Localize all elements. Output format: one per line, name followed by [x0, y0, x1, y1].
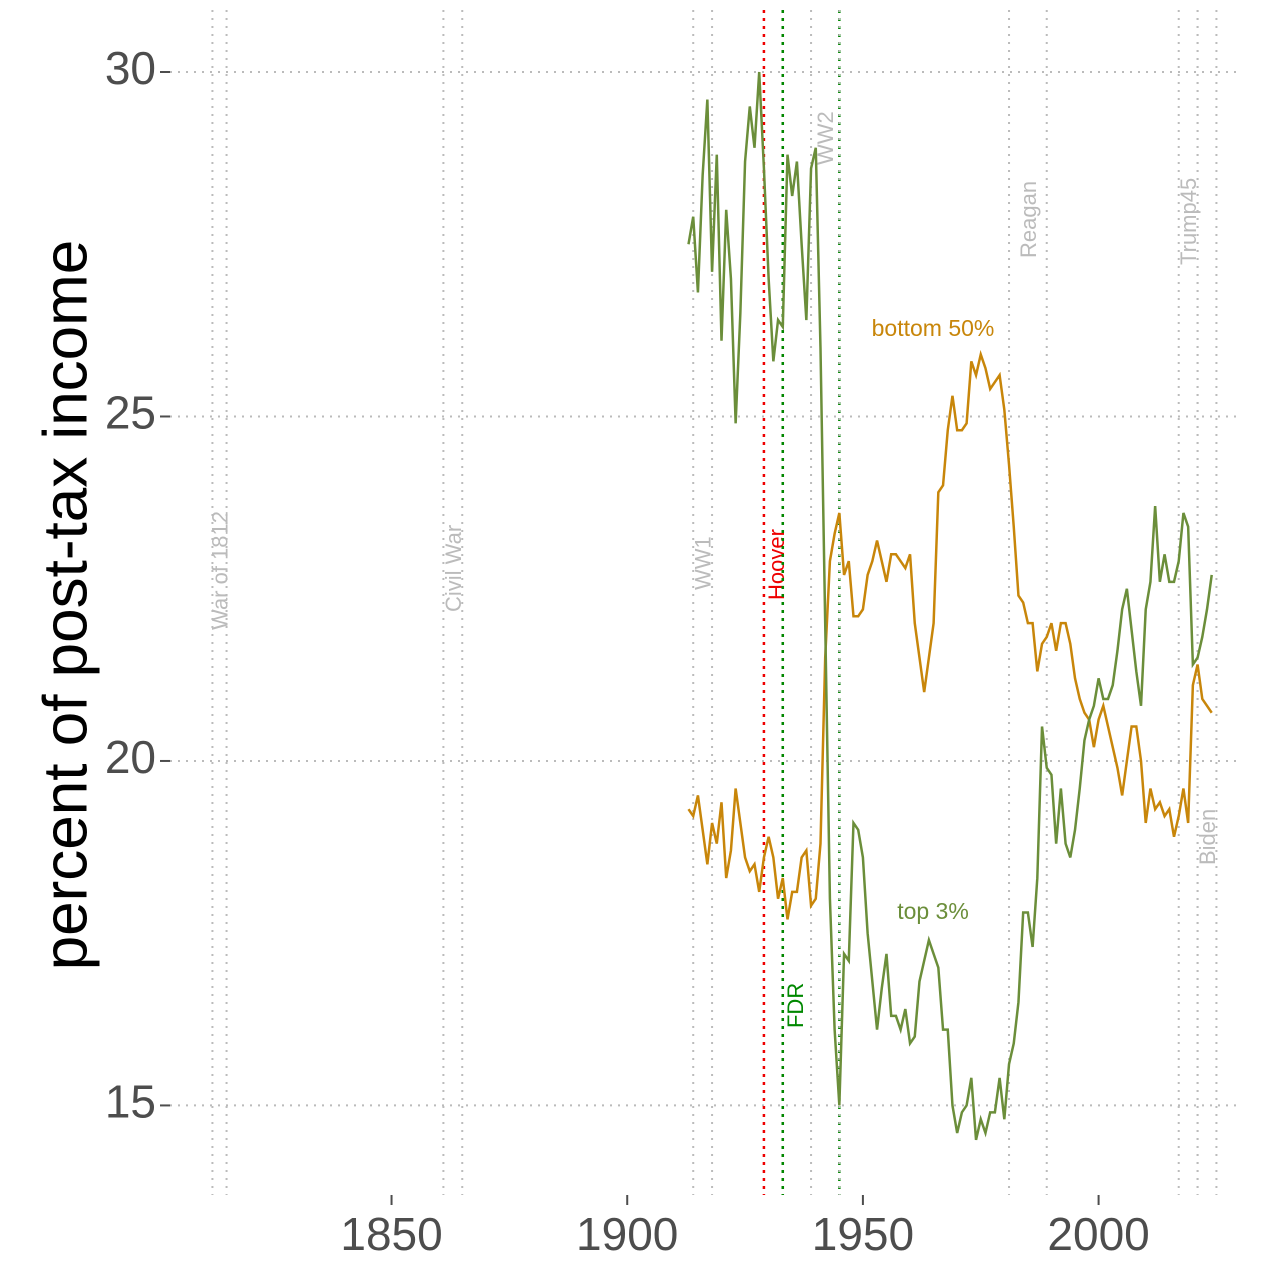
x-tick-label: 2000	[1047, 1208, 1149, 1260]
series-label: top 3%	[897, 898, 969, 924]
event-label: WW2	[813, 111, 838, 165]
y-tick-label: 20	[105, 731, 156, 783]
event-label: FDR	[783, 983, 808, 1028]
event-label: Reagan	[1016, 181, 1041, 258]
y-tick-label: 15	[105, 1076, 156, 1128]
line-series	[687, 349, 1213, 920]
x-tick-label: 1950	[812, 1208, 914, 1260]
x-tick-label: 1850	[340, 1208, 442, 1260]
x-tick-label: 1900	[576, 1208, 678, 1260]
line-series	[687, 71, 1213, 1141]
y-tick-label: 30	[105, 42, 156, 94]
y-axis-label: percent of post-tax income	[31, 240, 100, 971]
event-label: Biden	[1195, 809, 1220, 865]
series-label: bottom 50%	[872, 315, 995, 341]
y-tick-label: 25	[105, 387, 156, 439]
event-label: Civil War	[441, 525, 466, 612]
event-label: Hoover	[764, 529, 789, 600]
event-label: War of 1812	[207, 511, 232, 630]
event-label: WW1	[691, 536, 716, 590]
